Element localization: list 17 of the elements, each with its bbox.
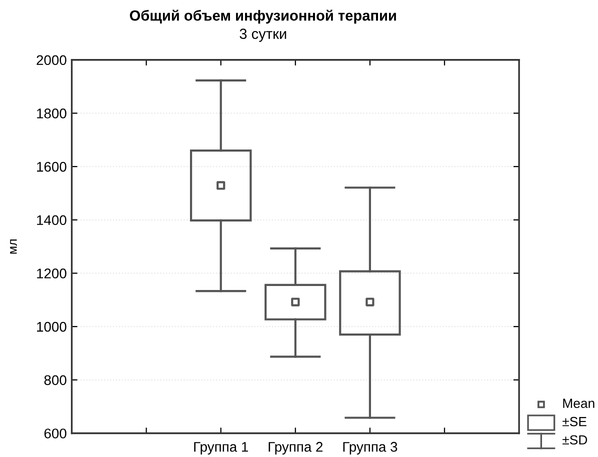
y-tick-label: 600: [44, 428, 66, 438]
y-tick-label: 1800: [37, 108, 66, 118]
x-tick-label: Группа 2: [268, 442, 323, 455]
text: ±SD: [562, 435, 588, 445]
y-tick-label: 1400: [37, 215, 66, 226]
y-tick-label: 1600: [37, 162, 66, 172]
chart-title: Общий объем инфузионной терапии: [130, 10, 396, 24]
text: Mean: [563, 398, 594, 408]
y-tick-label: 1000: [37, 322, 66, 332]
x-tick-label: Группа 3: [343, 442, 398, 455]
y-tick-label: 1200: [37, 268, 66, 278]
y-tick-label: 2000: [36, 55, 66, 66]
x-tick-label: Группа 1: [194, 442, 248, 455]
y-tick-label: 800: [44, 375, 66, 386]
chart-subtitle: 3 сутки: [240, 28, 286, 42]
text: ±SE: [562, 416, 586, 426]
y-axis-title: мл: [10, 239, 17, 254]
